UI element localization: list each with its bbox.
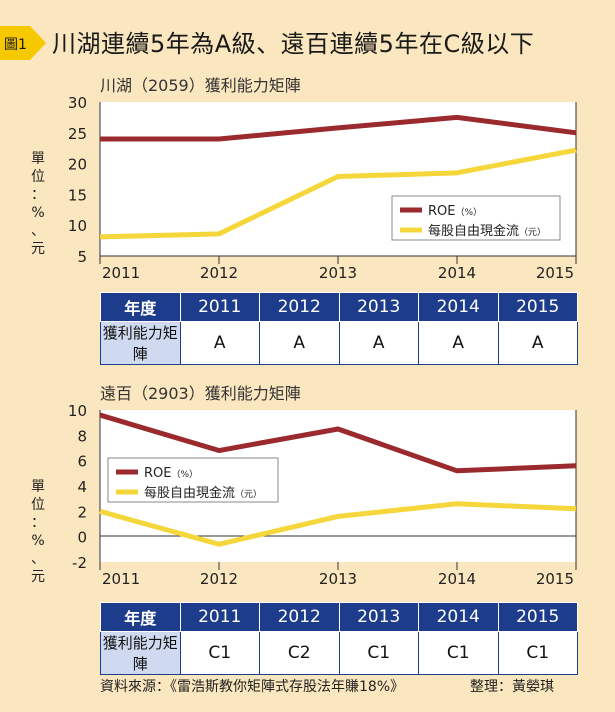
y-tick-label: 20: [68, 156, 87, 174]
matrix-header-label: 年度: [100, 292, 181, 322]
matrix-grade: A: [259, 321, 340, 365]
matrix-header-row: 年度 2011 2012 2013 2014 2015: [100, 292, 578, 322]
y-tick-label: 8: [77, 427, 87, 445]
figure-tag: 圖1: [0, 26, 46, 60]
y-tick-label: 6: [77, 453, 87, 471]
x-tick-label: 2012: [200, 570, 238, 588]
legend-entry: 每股自由現金流（元）: [428, 223, 546, 239]
matrix-grade: A: [338, 321, 419, 365]
x-tick-label: 2015: [536, 570, 574, 588]
matrix-header-row: 年度 2011 2012 2013 2014 2015: [100, 602, 578, 632]
fcf-series-line: [99, 147, 577, 240]
legend-entry: ROE（%）: [428, 204, 482, 219]
matrix-grade: C1: [497, 631, 578, 675]
matrix-grade: A: [179, 321, 260, 365]
matrix-grade: A: [497, 321, 578, 365]
x-tick-label: 2014: [438, 264, 476, 282]
roe-series-line: [100, 114, 577, 142]
legend-series-unit: （元）: [519, 227, 546, 238]
matrix-year: 2015: [497, 292, 578, 322]
legend-box: [107, 457, 279, 503]
roe-series-line: [99, 412, 577, 474]
matrix-year: 2015: [497, 602, 578, 632]
ylabel-glyph: 位: [31, 169, 45, 185]
y-tick-label: 10: [68, 402, 87, 420]
legend-entry: 每股自由現金流（元）: [144, 485, 262, 501]
x-tick-label: 2013: [319, 264, 357, 282]
ylabel-glyph: 單: [31, 151, 45, 167]
ylabel-glyph: 、: [31, 223, 45, 239]
ylabel-glyph: 元: [31, 569, 45, 585]
source-note: 資料來源：《雷浩斯教你矩陣式存股法年賺18%》: [100, 679, 405, 695]
y-tick-label: 2: [77, 503, 87, 521]
matrix-year: 2012: [259, 602, 340, 632]
legend-entry: ROE（%）: [144, 466, 198, 481]
x-tick-label: 2012: [200, 264, 238, 282]
chart1-ylabel: 單位 ：% 、元: [28, 150, 48, 258]
x-tick-label: 2011: [102, 570, 140, 588]
figure-tag-label: 圖1: [4, 37, 27, 53]
chart2-ylabel: 單位 ：% 、元: [28, 478, 48, 586]
y-tick-label: 10: [68, 217, 87, 235]
ylabel-glyph: 單: [31, 479, 45, 495]
y-tick-label: -2: [72, 554, 87, 572]
matrix-grade-row: 獲利能力矩陣 C1 C2 C1 C1 C1: [100, 631, 578, 675]
y-tick-label: 4: [77, 478, 87, 496]
chart2-title: 遠百（2903）獲利能力矩陣: [100, 384, 301, 403]
matrix-grade-row: 獲利能力矩陣 A A A A A: [100, 321, 578, 365]
matrix-grade: A: [418, 321, 499, 365]
x-tick-label: 2011: [102, 264, 140, 282]
ylabel-glyph: ：: [31, 515, 45, 531]
legend-series-name: ROE: [144, 466, 171, 481]
chart2-plot: 10 8 6 4 2 0 -2 2011 2012 2013 2014 2015 ROE（%） 每股自由現…: [68, 402, 577, 588]
y-tick-label: 15: [68, 186, 87, 204]
y-tick-label: 5: [77, 248, 87, 266]
matrix-year: 2012: [259, 292, 340, 322]
matrix-header-label: 年度: [100, 602, 181, 632]
ylabel-glyph: %: [31, 533, 45, 549]
legend-series-unit: （%）: [455, 207, 482, 218]
ylabel-glyph: 、: [31, 551, 45, 567]
matrix-year: 2014: [418, 292, 499, 322]
matrix-row-label: 獲利能力矩陣: [100, 631, 181, 675]
matrix-row-label: 獲利能力矩陣: [100, 321, 181, 365]
chart1-matrix: 年度 2011 2012 2013 2014 2015 獲利能力矩陣 A A A…: [100, 292, 578, 365]
matrix-grade: C1: [338, 631, 419, 675]
legend-series-unit: （%）: [171, 469, 198, 480]
matrix-grade: C2: [259, 631, 340, 675]
fcf-series-line: [99, 501, 577, 547]
legend-series-unit: （元）: [235, 489, 262, 500]
y-tick-label: 0: [77, 529, 87, 547]
matrix-year: 2013: [338, 292, 419, 322]
legend-series-name: 每股自由現金流: [144, 485, 235, 501]
x-tick-label: 2013: [319, 570, 357, 588]
legend-box: [391, 195, 561, 241]
matrix-year: 2011: [179, 602, 260, 632]
ylabel-glyph: %: [31, 205, 45, 221]
y-tick-label: 30: [68, 94, 87, 112]
legend-series-name: ROE: [428, 204, 455, 219]
chart1-title: 川湖（2059）獲利能力矩陣: [100, 76, 301, 95]
ylabel-glyph: ：: [31, 187, 45, 203]
figure-title: 川湖連續5年為A級、遠百連續5年在C級以下: [52, 30, 535, 58]
y-tick-label: 25: [68, 125, 87, 143]
matrix-grade: C1: [179, 631, 260, 675]
editor-note: 整理：黃嫈琪: [470, 679, 554, 695]
matrix-grade: C1: [418, 631, 499, 675]
legend-series-name: 每股自由現金流: [428, 223, 519, 239]
matrix-year: 2011: [179, 292, 260, 322]
ylabel-glyph: 位: [31, 497, 45, 513]
x-tick-label: 2014: [438, 570, 476, 588]
matrix-year: 2014: [418, 602, 499, 632]
ylabel-glyph: 元: [31, 241, 45, 257]
chart2-matrix: 年度 2011 2012 2013 2014 2015 獲利能力矩陣 C1 C2…: [100, 602, 578, 675]
matrix-year: 2013: [338, 602, 419, 632]
x-tick-label: 2015: [536, 264, 574, 282]
